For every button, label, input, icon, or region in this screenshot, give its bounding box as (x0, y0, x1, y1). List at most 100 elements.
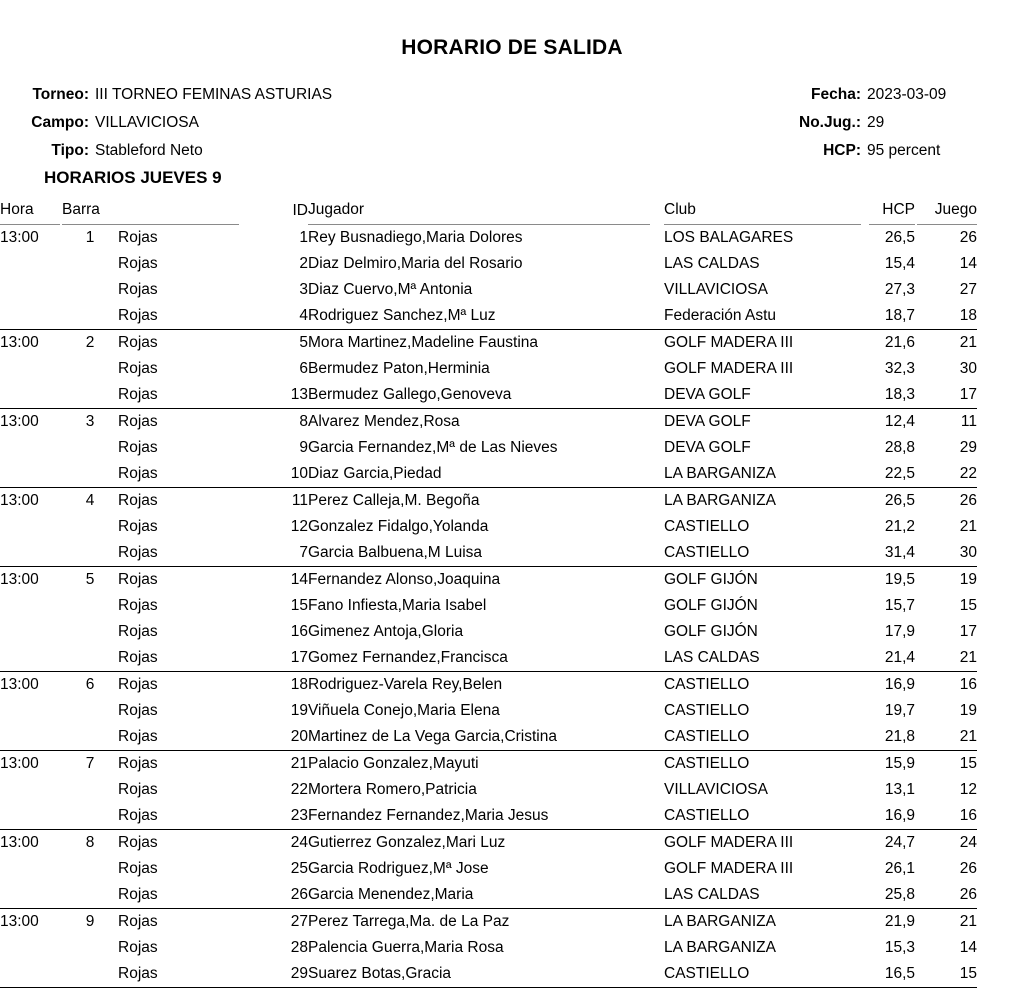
cell-hora (0, 593, 62, 619)
cell-id: 9 (299, 439, 308, 456)
cell-hcp: 21,9 (867, 908, 915, 935)
column-header-id: ID (292, 201, 309, 219)
page-title: HORARIO DE SALIDA (401, 36, 623, 59)
cell-hcp: 22,5 (884, 465, 915, 482)
cell-barra (62, 803, 118, 830)
cell-club: LOS BALAGARES (664, 229, 794, 246)
cell-hcp: 17,9 (884, 623, 915, 640)
cell-hora (0, 619, 62, 645)
cell-tee-color: Rojas (118, 386, 158, 403)
cell-hcp: 21,6 (867, 329, 915, 356)
cell-hcp: 12,4 (867, 408, 915, 435)
cell-barra: 8 (62, 829, 118, 856)
cell-hcp: 25,8 (884, 886, 915, 903)
cell-jugador: Mora Martinez,Madeline Faustina (308, 329, 664, 356)
cell-id: 8 (246, 408, 308, 435)
cell-jugador: Fernandez Fernandez,Maria Jesus (308, 807, 549, 824)
cell-id: 26 (290, 886, 308, 903)
cell-club: GOLF MADERA III (664, 829, 867, 856)
cell-juego: 17 (959, 386, 977, 403)
table-header: Hora Barra ID Jugador Club HCP Juego (0, 197, 977, 225)
cell-jugador: Diaz Cuervo,Mª Antonia (308, 281, 473, 298)
tournament-meta: Torneo: III TORNEO FEMINAS ASTURIAS Camp… (0, 81, 1024, 165)
cell-juego: 18 (959, 307, 977, 324)
cell-barra (62, 593, 118, 619)
cell-jugador: Garcia Fernandez,Mª de Las Nieves (308, 439, 558, 456)
cell-id: 18 (246, 671, 308, 698)
cell-hcp: 15,9 (867, 750, 915, 777)
cell-hcp: 19,7 (884, 702, 915, 719)
meta-label-hcp: HCP: (823, 142, 861, 159)
cell-club: CASTIELLO (664, 750, 867, 777)
cell-tee-color: Rojas (118, 281, 158, 298)
cell-barra (62, 435, 118, 461)
cell-hcp: 28,8 (884, 439, 915, 456)
cell-tee-color: Rojas (118, 702, 158, 719)
cell-barra (62, 461, 118, 488)
meta-value-tipo: Stableford Neto (95, 142, 203, 159)
table-row: 13:00 1 Rojas 1 Rey Busnadiego,Maria Dolores… (0, 225, 977, 251)
cell-id: 14 (246, 566, 308, 593)
cell-barra: 6 (62, 671, 118, 698)
table-row: Rojas 12 Gonzalez Fidalgo,Yolanda CASTIELLO… (0, 514, 977, 540)
cell-jugador: Fernandez Alonso,Joaquina (308, 566, 664, 593)
cell-hcp: 15,4 (884, 255, 915, 272)
cell-tee-color: Rojas (118, 465, 158, 482)
cell-hcp: 31,4 (884, 544, 915, 561)
cell-jugador: Viñuela Conejo,Maria Elena (308, 702, 500, 719)
table-row: Rojas 29 Suarez Botas,Gracia CASTIELLO 16,5 1… (0, 961, 977, 988)
cell-club: Federación Astu (664, 307, 777, 324)
cell-jugador: Gonzalez Fidalgo,Yolanda (308, 518, 489, 535)
cell-club: CASTIELLO (664, 728, 750, 745)
column-header-hora: Hora (0, 197, 62, 225)
section-heading: HORARIOS JUEVES 9 (44, 168, 222, 187)
cell-hcp: 18,3 (884, 386, 915, 403)
cell-juego: 15 (915, 750, 977, 777)
cell-hcp: 21,8 (884, 728, 915, 745)
meta-row-nojug: No.Jug.: 29 (600, 109, 1000, 137)
tournament-meta-left: Torneo: III TORNEO FEMINAS ASTURIAS Camp… (0, 81, 470, 165)
cell-hcp: 16,9 (884, 807, 915, 824)
cell-hora: 13:00 (0, 829, 62, 856)
cell-tee-color: Rojas (118, 623, 158, 640)
cell-barra (62, 514, 118, 540)
cell-tee-color: Rojas (118, 255, 158, 272)
cell-juego: 22 (959, 465, 977, 482)
cell-hcp: 21,2 (884, 518, 915, 535)
cell-juego: 15 (959, 597, 977, 614)
cell-barra (62, 856, 118, 882)
cell-club: LAS CALDAS (664, 886, 760, 903)
cell-hora (0, 540, 62, 567)
cell-hora (0, 461, 62, 488)
cell-barra: 5 (62, 566, 118, 593)
cell-club: DEVA GOLF (664, 439, 751, 456)
cell-hcp: 32,3 (884, 360, 915, 377)
cell-barra (62, 303, 118, 330)
cell-tee-color: Rojas (118, 307, 158, 324)
cell-juego: 26 (959, 229, 977, 246)
table-row: Rojas 16 Gimenez Antoja,Gloria GOLF GIJÓN 17… (0, 619, 977, 645)
meta-value-torneo: III TORNEO FEMINAS ASTURIAS (95, 86, 333, 103)
cell-tee-color: Rojas (118, 597, 158, 614)
cell-hcp: 13,1 (884, 781, 915, 798)
table-body: 13:00 1 Rojas 1 Rey Busnadiego,Maria Dolores… (0, 225, 977, 988)
meta-value-campo: VILLAVICIOSA (95, 114, 199, 131)
cell-barra (62, 277, 118, 303)
table-row: Rojas 13 Bermudez Gallego,Genoveva DEVA GOL… (0, 382, 977, 409)
cell-id: 11 (246, 487, 308, 514)
cell-juego: 24 (915, 829, 977, 856)
table-row: Rojas 19 Viñuela Conejo,Maria Elena CASTIEL… (0, 698, 977, 724)
cell-barra (62, 698, 118, 724)
cell-tee-color: Rojas (118, 807, 158, 824)
table-row: Rojas 23 Fernandez Fernandez,Maria Jesus CA… (0, 803, 977, 830)
cell-id: 3 (299, 281, 308, 298)
cell-club: LA BARGANIZA (664, 908, 867, 935)
cell-barra: 4 (62, 487, 118, 514)
cell-barra: 3 (62, 408, 118, 435)
cell-jugador: Garcia Rodriguez,Mª Jose (308, 860, 489, 877)
cell-id: 23 (290, 807, 308, 824)
cell-club: VILLAVICIOSA (664, 281, 768, 298)
cell-id: 28 (290, 939, 308, 956)
cell-barra (62, 619, 118, 645)
table-row: Rojas 28 Palencia Guerra,Maria Rosa LA BARG… (0, 935, 977, 961)
